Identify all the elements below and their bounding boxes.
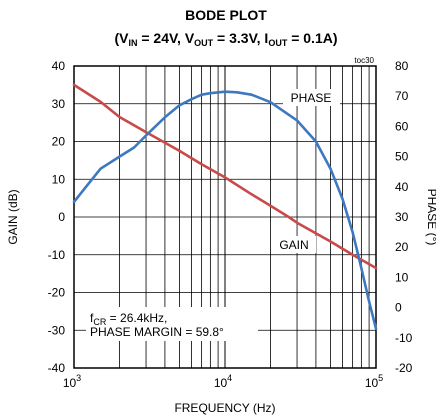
phase-label-box xyxy=(283,89,340,106)
series-line-phase xyxy=(72,90,378,331)
chart-title: BODE PLOT xyxy=(185,7,267,23)
x-axis-ticks: 103 104 105 xyxy=(63,373,383,390)
x-tick-exponent: 3 xyxy=(76,373,81,383)
subtitle-vin-sub: IN xyxy=(128,38,137,48)
x-tick-base: 10 xyxy=(214,376,228,390)
phase-margin-label: PHASE MARGIN = 59.8° xyxy=(90,325,224,339)
right-tick-label: 30 xyxy=(395,210,409,224)
phase-series-label: PHASE xyxy=(291,91,332,105)
gain-series-label: GAIN xyxy=(279,238,308,252)
right-tick-label: 10 xyxy=(395,270,409,284)
y-axis-label-right: PHASE (°) xyxy=(425,189,436,246)
left-tick-label: 10 xyxy=(52,172,66,186)
y-axis-label-left: GAIN (dB) xyxy=(6,189,20,244)
figure-id: toc30 xyxy=(354,56,374,65)
x-tick-base: 10 xyxy=(365,376,379,390)
series-layer xyxy=(72,83,378,331)
crossover-annotation-box xyxy=(86,307,258,341)
subtitle-vout-sub: OUT xyxy=(194,38,214,48)
crossover-frequency-label: fCR = 26.4kHz, xyxy=(90,311,167,327)
right-tick-label: -10 xyxy=(395,331,413,345)
subtitle-open: (V xyxy=(114,30,129,46)
x-tick-label: 104 xyxy=(214,373,232,390)
subtitle-vout-val: = 3.3V, I xyxy=(213,30,268,46)
chart-subtitle: (VIN = 24V, VOUT = 3.3V, IOUT = 0.1A) xyxy=(114,30,337,48)
right-tick-label: 70 xyxy=(395,89,409,103)
subtitle-iout-sub: OUT xyxy=(268,38,288,48)
fcr-value: = 26.4kHz, xyxy=(106,311,167,325)
x-tick-label: 103 xyxy=(63,373,81,390)
fcr-subscript: CR xyxy=(93,317,106,327)
right-tick-label: 20 xyxy=(395,240,409,254)
left-tick-label: -30 xyxy=(48,323,66,337)
x-tick-base: 10 xyxy=(63,376,77,390)
series-line-gain xyxy=(72,83,378,270)
gain-label-box xyxy=(272,236,316,253)
x-tick-exponent: 5 xyxy=(378,373,383,383)
left-tick-label: 40 xyxy=(52,59,66,73)
right-axis-ticks: 80 70 60 50 40 30 20 10 0 -10 -20 xyxy=(395,59,413,375)
x-tick-exponent: 4 xyxy=(227,373,232,383)
left-tick-label: -20 xyxy=(48,286,66,300)
left-tick-label: -40 xyxy=(48,361,66,375)
fcr-symbol: f xyxy=(90,311,94,325)
left-tick-label: -10 xyxy=(48,248,66,262)
right-tick-label: 80 xyxy=(395,59,409,73)
right-tick-label: 0 xyxy=(395,301,402,315)
left-axis-ticks: 40 30 20 10 0 -10 -20 -30 -40 xyxy=(48,59,66,375)
right-tick-label: -20 xyxy=(395,361,413,375)
left-tick-label: 20 xyxy=(52,135,66,149)
right-tick-label: 40 xyxy=(395,180,409,194)
subtitle-vin-val: = 24V, V xyxy=(137,30,194,46)
right-tick-label: 60 xyxy=(395,119,409,133)
left-tick-label: 0 xyxy=(58,210,65,224)
left-tick-label: 30 xyxy=(52,97,66,111)
x-tick-label: 105 xyxy=(365,373,383,390)
right-tick-label: 50 xyxy=(395,150,409,164)
x-axis-label: FREQUENCY (Hz) xyxy=(174,401,275,415)
subtitle-iout-val: = 0.1A) xyxy=(287,30,337,46)
